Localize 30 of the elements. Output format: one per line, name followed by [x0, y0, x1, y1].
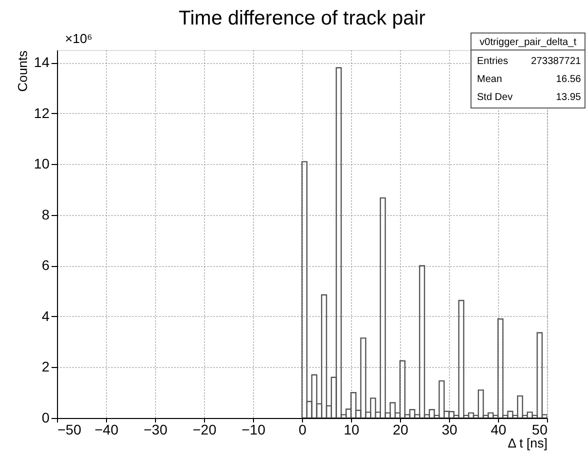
annotation: Entries	[477, 56, 508, 67]
text: 16.56	[556, 74, 582, 85]
y-tick-label: 6	[42, 257, 50, 274]
text: 13.95	[556, 92, 582, 103]
x-tick-label: 40	[490, 422, 506, 438]
x-tick-label: 20	[392, 422, 408, 438]
y-tick-label: 4	[42, 308, 50, 324]
annotation: Mean	[477, 74, 502, 85]
y-tick-label: 2	[42, 358, 50, 375]
x-tick-label: −20	[192, 422, 217, 438]
x-tick-label: −40	[94, 422, 119, 438]
annotation: 273387721	[530, 56, 582, 67]
x-tick-label: 10	[344, 422, 360, 438]
y-tick-label: 8	[42, 206, 50, 222]
y-tick-label: 10	[34, 156, 50, 172]
y-tick-label: 14	[34, 54, 50, 70]
x-tick-label: −10	[242, 422, 266, 438]
text: ×10⁶	[65, 31, 92, 46]
x-tick-label: 30	[442, 422, 458, 438]
y-tick-label: 12	[34, 104, 50, 121]
chart-title: Time difference of track pair	[178, 8, 426, 30]
y-axis-title: Counts	[14, 50, 30, 92]
x-tick-label: 0	[298, 422, 307, 438]
x-tick-label: 50	[532, 422, 548, 438]
x-tick-label: −50	[58, 422, 82, 438]
y-tick-label: 0	[42, 410, 50, 426]
annotation: Std Dev	[477, 92, 513, 103]
x-tick-label: −30	[144, 422, 168, 438]
x-axis-title: Δ t [ns]	[508, 436, 548, 450]
text: v0trigger_pair_delta_t	[480, 37, 577, 48]
